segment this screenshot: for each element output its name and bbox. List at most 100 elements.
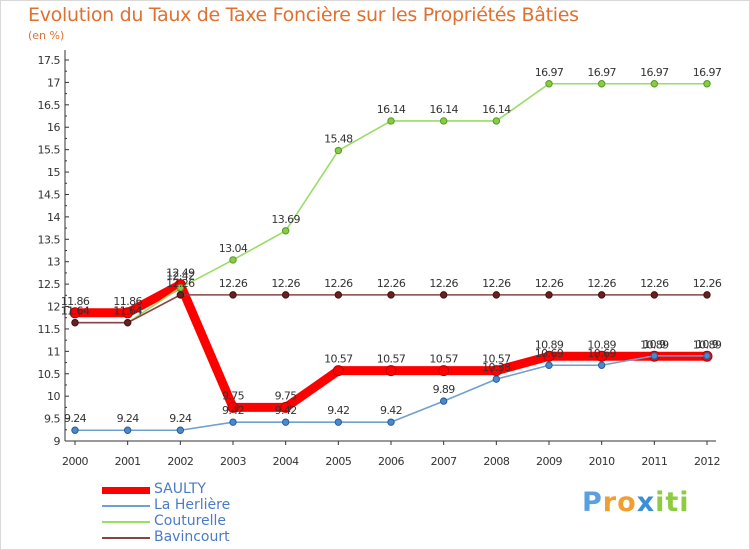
y-tick-label: 16.5 xyxy=(38,99,61,112)
legend-swatch xyxy=(102,486,150,494)
data-label: 16.14 xyxy=(482,103,511,116)
x-tick-label: 2012 xyxy=(694,455,720,468)
y-tick-label: 14.5 xyxy=(38,188,61,201)
logo-letter: i xyxy=(679,487,690,518)
data-label: 16.14 xyxy=(377,103,406,116)
data-label: 12.26 xyxy=(377,277,406,290)
data-label: 10.57 xyxy=(324,353,353,366)
data-label: 9.42 xyxy=(222,404,244,417)
labels-bavincourt: 11.64 11.64 12.26 12.26 12.26 12.26 12.26 12.26… xyxy=(61,277,723,318)
unit-label: (en %) xyxy=(28,29,65,42)
logo-letter: r xyxy=(602,487,618,518)
data-label: 11.86 xyxy=(61,295,90,308)
legend-label: Bavincourt xyxy=(154,529,230,545)
data-label: 10.89 xyxy=(535,338,564,351)
data-point xyxy=(176,426,185,434)
y-tick-label: 11.5 xyxy=(38,323,61,336)
data-point xyxy=(387,117,395,125)
data-label: 11.64 xyxy=(113,305,142,318)
data-point xyxy=(281,291,290,299)
data-label: 12.26 xyxy=(535,277,564,290)
data-label: 12.26 xyxy=(482,277,511,290)
logo-letter: x xyxy=(636,487,656,518)
data-point xyxy=(334,291,343,299)
data-label: 10.57 xyxy=(482,353,511,366)
x-tick-label: 2002 xyxy=(167,455,193,468)
data-point xyxy=(334,418,343,426)
data-label: 10.89 xyxy=(640,338,669,351)
data-label: 12.49 xyxy=(166,267,195,280)
labels-couturelle: 11.64 11.64 12.42 13.04 13.69 15.48 16.14 16.14… xyxy=(61,66,723,318)
x-tick-label: 2010 xyxy=(589,455,615,468)
data-label: 10.9 xyxy=(696,338,719,351)
data-label: 12.26 xyxy=(429,277,458,290)
data-point xyxy=(387,418,395,426)
legend-label: SAULTY xyxy=(154,481,206,497)
x-tick-label: 2000 xyxy=(62,455,88,468)
data-point xyxy=(229,291,237,299)
chart-title: Evolution du Taux de Taxe Foncière sur l… xyxy=(28,4,579,26)
data-label: 10.89 xyxy=(587,338,616,351)
data-point xyxy=(229,418,237,426)
data-label: 16.97 xyxy=(535,66,564,79)
data-point xyxy=(596,350,608,362)
x-tick-label: 2006 xyxy=(378,455,404,468)
data-label: 9.42 xyxy=(327,404,349,417)
data-label: 9.24 xyxy=(117,412,140,425)
data-label: 9.24 xyxy=(169,412,192,425)
y-tick-label: 15.5 xyxy=(38,144,61,157)
data-label: 10.9 xyxy=(643,338,666,351)
x-tick-label: 2011 xyxy=(641,455,667,468)
data-point xyxy=(280,401,292,413)
data-point xyxy=(703,80,711,88)
data-point xyxy=(439,117,448,125)
data-label: 12.26 xyxy=(324,277,353,290)
y-tick-label: 12 xyxy=(47,301,60,314)
data-label: 11.64 xyxy=(61,305,90,318)
data-label: 12.26 xyxy=(587,277,616,290)
x-tick-label: 2005 xyxy=(325,455,351,468)
data-label: 10.89 xyxy=(693,338,722,351)
y-tick-label: 13.5 xyxy=(38,233,61,246)
data-point xyxy=(597,361,606,369)
data-point xyxy=(332,365,344,377)
data-label: 16.14 xyxy=(429,103,458,116)
logo-letter: P xyxy=(582,487,603,518)
y-tick-label: 14 xyxy=(47,211,60,224)
x-tick-label: 2008 xyxy=(483,455,509,468)
proxiti-logo: Proxiti xyxy=(582,487,690,518)
data-label: 10.69 xyxy=(535,347,564,360)
logo-letter: o xyxy=(617,487,637,518)
data-point xyxy=(545,80,553,88)
y-tick-label: 15 xyxy=(47,166,60,179)
data-point xyxy=(543,350,555,362)
data-point xyxy=(650,291,659,299)
legend-label: La Herlière xyxy=(154,497,231,513)
series-la-herli-re xyxy=(71,352,711,434)
data-label: 9.89 xyxy=(433,383,456,396)
data-label: 16.97 xyxy=(693,66,722,79)
data-label: 12.26 xyxy=(640,277,669,290)
logo-letter: i xyxy=(655,487,666,518)
data-label: 11.86 xyxy=(113,295,142,308)
y-tick-label: 10 xyxy=(47,390,60,403)
legend-label: Couturelle xyxy=(154,513,227,529)
y-tick-label: 17.5 xyxy=(38,54,61,67)
data-point xyxy=(123,426,132,434)
data-label: 9.42 xyxy=(275,404,297,417)
data-label: 9.75 xyxy=(275,389,298,402)
legend-swatch xyxy=(102,521,150,523)
data-point xyxy=(703,352,711,360)
data-point xyxy=(71,426,79,434)
data-point xyxy=(650,80,659,88)
y-tick-label: 16 xyxy=(47,121,60,134)
data-label: 12.26 xyxy=(271,277,300,290)
data-point xyxy=(281,227,290,235)
data-label: 12.26 xyxy=(693,277,722,290)
logo-letter: t xyxy=(665,487,680,518)
data-label: 12.42 xyxy=(166,270,195,283)
data-point xyxy=(438,365,450,377)
data-point xyxy=(122,307,134,319)
